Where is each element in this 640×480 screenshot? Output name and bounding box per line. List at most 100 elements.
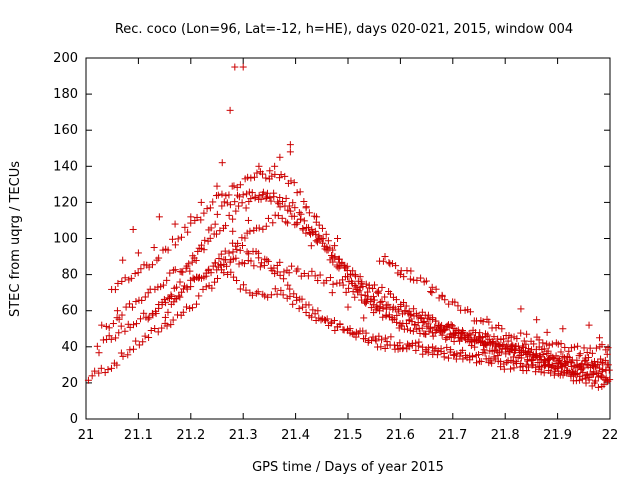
data-point — [461, 351, 469, 359]
data-point — [255, 162, 263, 170]
data-point — [396, 271, 404, 279]
data-point — [500, 365, 508, 373]
data-point — [519, 342, 527, 350]
data-point — [242, 204, 250, 212]
data-point — [276, 258, 284, 266]
data-point — [497, 363, 505, 371]
x-tick-label: 21.3 — [229, 428, 258, 443]
data-point — [400, 299, 408, 307]
data-point — [369, 301, 377, 309]
data-point — [188, 304, 196, 312]
data-point — [208, 284, 216, 292]
data-point — [598, 341, 606, 349]
data-point — [355, 287, 363, 295]
data-point — [124, 351, 132, 359]
data-point — [345, 284, 353, 292]
data-point — [406, 327, 414, 335]
data-point — [503, 358, 511, 366]
data-point — [565, 354, 573, 362]
data-point — [362, 329, 370, 337]
data-point — [222, 192, 230, 200]
data-point — [150, 244, 158, 252]
data-point — [271, 162, 279, 170]
data-point — [451, 298, 459, 306]
data-point — [171, 241, 179, 249]
data-point — [276, 271, 284, 279]
data-point — [603, 350, 611, 358]
data-point — [197, 274, 205, 282]
data-point — [557, 348, 565, 356]
data-point — [324, 246, 332, 254]
data-point — [445, 323, 453, 331]
data-point — [490, 346, 498, 354]
data-point — [339, 281, 347, 289]
data-point — [132, 337, 140, 345]
data-point — [424, 320, 432, 328]
data-point — [548, 340, 556, 348]
data-point — [287, 177, 295, 185]
data-point — [222, 256, 230, 264]
data-point — [129, 321, 137, 329]
data-point — [302, 204, 310, 212]
data-point — [299, 303, 307, 311]
data-point — [457, 349, 465, 357]
data-point — [179, 268, 187, 276]
data-point — [405, 307, 413, 315]
data-point — [184, 228, 192, 236]
data-point — [476, 329, 484, 337]
data-point — [230, 182, 238, 190]
data-point — [105, 324, 113, 332]
data-point — [433, 351, 441, 359]
data-point — [265, 175, 273, 183]
data-point — [244, 216, 252, 224]
data-point — [286, 207, 294, 215]
data-point — [331, 253, 339, 261]
data-point — [213, 182, 221, 190]
data-point — [314, 236, 322, 244]
data-point — [114, 279, 122, 287]
data-point — [221, 247, 229, 255]
data-point — [225, 211, 233, 219]
data-point — [540, 369, 548, 377]
data-point — [533, 316, 541, 324]
data-point — [139, 338, 147, 346]
data-point — [393, 318, 401, 326]
data-point — [371, 281, 379, 289]
data-point — [508, 341, 516, 349]
data-point — [136, 315, 144, 323]
data-point — [424, 349, 432, 357]
data-point — [585, 321, 593, 329]
data-point — [290, 179, 298, 187]
data-point — [592, 344, 600, 352]
data-point — [432, 285, 440, 293]
data-point — [481, 349, 489, 357]
data-point — [603, 376, 611, 384]
data-point — [530, 340, 538, 348]
data-point — [239, 191, 247, 199]
data-point — [267, 197, 275, 205]
data-point — [524, 363, 532, 371]
data-point — [251, 193, 259, 201]
data-point — [355, 330, 363, 338]
data-point — [211, 220, 219, 228]
data-point — [182, 303, 190, 311]
data-point — [342, 288, 350, 296]
data-point — [432, 326, 440, 334]
data-point — [318, 224, 326, 232]
data-point — [309, 306, 317, 314]
data-point — [559, 325, 567, 333]
data-point — [126, 346, 134, 354]
data-point — [200, 209, 208, 217]
data-point — [115, 315, 123, 323]
data-point — [318, 235, 326, 242]
data-point — [427, 288, 435, 296]
data-point — [372, 337, 380, 345]
data-point — [552, 339, 560, 347]
data-point — [194, 247, 202, 255]
data-point — [133, 320, 141, 328]
data-point — [382, 305, 390, 313]
data-point — [149, 311, 157, 319]
data-point — [233, 276, 241, 284]
data-point — [137, 265, 145, 273]
data-point — [234, 239, 242, 247]
